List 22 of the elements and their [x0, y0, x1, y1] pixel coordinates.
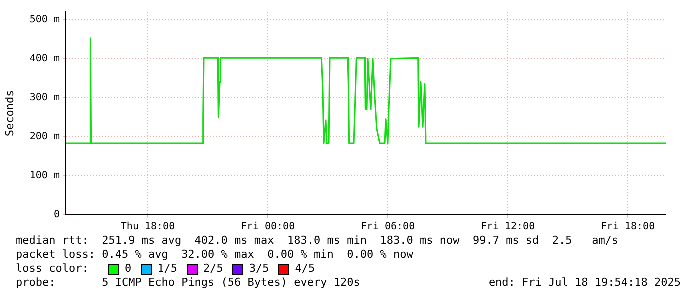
- text: probe: 5 ICMP Echo Pings (56 Bytes) every 120s: [16, 276, 360, 290]
- y-tick-label: 200 m: [30, 132, 60, 143]
- x-tick-label: Fri 00:00: [240, 222, 296, 233]
- text: 4/5: [295, 262, 316, 276]
- y-tick-label: 0: [54, 210, 60, 221]
- y-tick-label: 400 m: [30, 53, 60, 64]
- x-tick-label: Thu 18:00: [120, 222, 176, 233]
- text: packet loss: 0.45 % avg 32.00 % max 0.00 % min 0.00 % now: [16, 248, 414, 262]
- text: 1/5: [158, 262, 178, 276]
- text: end: Fri Jul 18 19:54:18 2025: [488, 276, 681, 290]
- text: loss color:: [16, 262, 90, 276]
- text: 0: [125, 262, 132, 276]
- y-tick-label: 300 m: [30, 92, 60, 104]
- text: median rtt: 251.9 ms avg 402.0 ms max 183.0 ms min 183.0 ms now 99.7 ms sd 2.5 am/s: [16, 234, 619, 248]
- x-tick-label: Fri 18:00: [600, 222, 656, 233]
- y-tick-label: 500 m: [30, 14, 60, 26]
- x-tick-label: Fri 12:00: [480, 222, 536, 233]
- x-tick-label: Fri 06:00: [360, 222, 416, 233]
- y-axis-title: Seconds: [3, 90, 16, 137]
- y-tick-label: 100 m: [30, 170, 60, 182]
- text: 2/5: [204, 262, 224, 276]
- text: 3/5: [249, 262, 270, 276]
